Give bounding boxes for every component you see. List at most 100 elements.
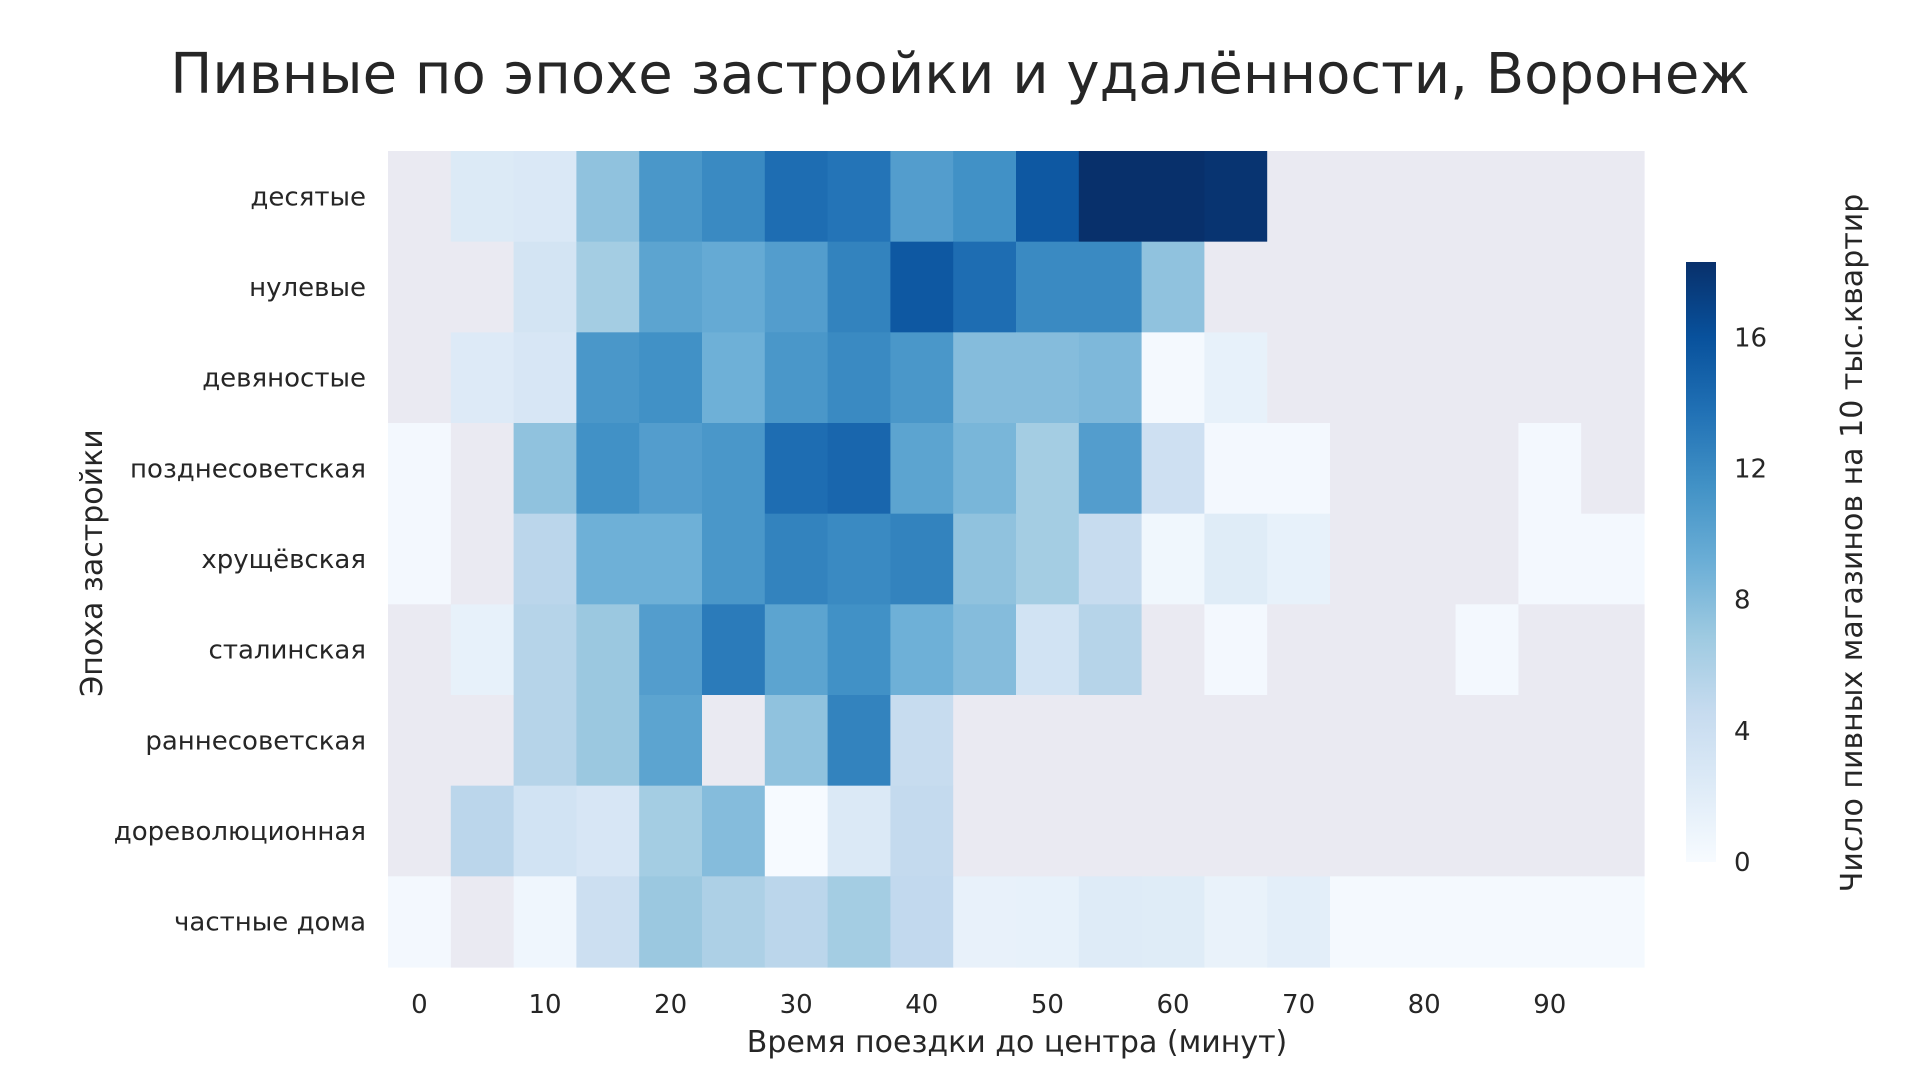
heatmap-cell xyxy=(1016,241,1080,333)
heatmap-cell xyxy=(953,423,1017,515)
heatmap-cell xyxy=(1267,151,1331,243)
heatmap-cell xyxy=(1016,513,1080,605)
heatmap-cell xyxy=(1392,604,1457,696)
heatmap-cell xyxy=(1141,695,1205,787)
heatmap-cell xyxy=(450,513,515,605)
heatmap-cell xyxy=(388,604,452,696)
heatmap-cell xyxy=(388,241,452,333)
heatmap-cell xyxy=(1392,876,1457,968)
heatmap-cell xyxy=(1141,876,1205,968)
heatmap-cell xyxy=(1455,604,1519,696)
heatmap-cell xyxy=(1455,785,1519,877)
y-tick-label: частные дома xyxy=(174,908,366,938)
colorbar-tick-label: 12 xyxy=(1734,455,1767,485)
heatmap-cell xyxy=(1204,332,1268,424)
y-tick-label: дореволюционная xyxy=(114,817,366,847)
heatmap-cell xyxy=(639,604,703,696)
heatmap-cell xyxy=(953,695,1017,787)
heatmap-cell xyxy=(1330,876,1394,968)
heatmap-cell xyxy=(1267,695,1331,787)
heatmap-cell xyxy=(1518,695,1582,787)
x-tick-label: 90 xyxy=(1533,990,1566,1020)
heatmap-cell xyxy=(1581,876,1645,968)
heatmap-cell xyxy=(1455,151,1519,243)
heatmap-cell xyxy=(639,876,703,968)
heatmap-cell xyxy=(1267,332,1331,424)
heatmap-cell xyxy=(827,423,891,515)
heatmap-cell xyxy=(1141,151,1205,243)
heatmap-cell xyxy=(1581,604,1645,696)
heatmap-cell xyxy=(450,604,515,696)
y-tick-label: десятые xyxy=(250,182,366,212)
x-tick-label: 40 xyxy=(905,990,938,1020)
heatmap-cell xyxy=(1392,241,1457,333)
heatmap-cell xyxy=(1455,876,1519,968)
y-tick-label: девяностые xyxy=(202,364,366,394)
heatmap-cell xyxy=(450,423,515,515)
heatmap-cell xyxy=(953,604,1017,696)
x-tick-label: 0 xyxy=(411,990,428,1020)
heatmap-cell xyxy=(1016,785,1080,877)
heatmap-cell xyxy=(827,695,891,787)
heatmap-cell xyxy=(450,695,515,787)
y-tick-label: сталинская xyxy=(209,636,366,666)
heatmap-cell xyxy=(1330,423,1394,515)
heatmap-cell xyxy=(1392,513,1457,605)
heatmap-cell xyxy=(702,695,766,787)
heatmap-cell xyxy=(1078,241,1143,333)
heatmap-cell xyxy=(1204,785,1268,877)
heatmap-cell xyxy=(764,695,829,787)
heatmap-cell xyxy=(1581,151,1645,243)
heatmap-cell xyxy=(764,604,829,696)
heatmap-cell xyxy=(1330,332,1394,424)
heatmap-cell xyxy=(1016,151,1080,243)
heatmap-cell xyxy=(1141,785,1205,877)
heatmap-cell xyxy=(1141,241,1205,333)
heatmap-cell xyxy=(388,423,452,515)
heatmap-cell xyxy=(1330,151,1394,243)
heatmap-cell xyxy=(890,423,954,515)
heatmap-cell xyxy=(1518,513,1582,605)
heatmap-cell xyxy=(1141,513,1205,605)
heatmap-cell xyxy=(1141,604,1205,696)
heatmap-cell xyxy=(1267,241,1331,333)
heatmap-cell xyxy=(1204,513,1268,605)
heatmap-cells xyxy=(388,151,1645,968)
heatmap-cell xyxy=(1016,695,1080,787)
heatmap-cell xyxy=(1455,513,1519,605)
heatmap-cell xyxy=(1518,423,1582,515)
heatmap-cell xyxy=(639,423,703,515)
heatmap-cell xyxy=(1518,241,1582,333)
colorbar-tick-label: 16 xyxy=(1734,323,1767,353)
heatmap-cell xyxy=(1078,785,1143,877)
heatmap-cell xyxy=(890,785,954,877)
heatmap-cell xyxy=(764,876,829,968)
x-tick-label: 20 xyxy=(654,990,687,1020)
heatmap-cell xyxy=(1016,332,1080,424)
heatmap-cell xyxy=(388,876,452,968)
heatmap-cell xyxy=(1455,332,1519,424)
x-axis-label: Время поездки до центра (минут) xyxy=(747,1025,1288,1060)
heatmap-cell xyxy=(1581,785,1645,877)
heatmap-cell xyxy=(1204,241,1268,333)
heatmap-cell xyxy=(1392,785,1457,877)
heatmap-cell xyxy=(827,241,891,333)
heatmap-cell xyxy=(1518,332,1582,424)
heatmap-cell xyxy=(1581,423,1645,515)
heatmap-cell xyxy=(890,604,954,696)
heatmap-cell xyxy=(702,151,766,243)
heatmap-cell xyxy=(1518,785,1582,877)
x-tick-label: 60 xyxy=(1156,990,1189,1020)
heatmap-cell xyxy=(388,785,452,877)
heatmap-cell xyxy=(1078,695,1143,787)
heatmap-cell xyxy=(576,604,640,696)
heatmap-cell xyxy=(890,513,954,605)
heatmap-cell xyxy=(1330,695,1394,787)
heatmap-cell xyxy=(1141,332,1205,424)
heatmap-cell xyxy=(702,785,766,877)
heatmap-cell xyxy=(1267,604,1331,696)
chart-title: Пивные по эпохе застройки и удалённости,… xyxy=(170,42,1750,107)
heatmap-cell xyxy=(1078,151,1143,243)
colorbar-label: Число пивных магазинов на 10 тыс.квартир xyxy=(1835,194,1870,892)
heatmap-cell xyxy=(639,241,703,333)
